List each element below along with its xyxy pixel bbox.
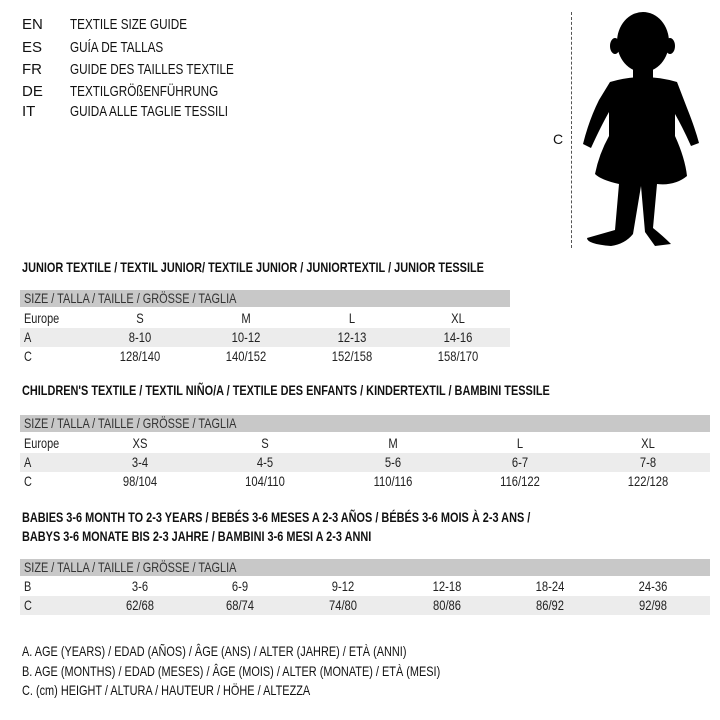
language-title: GUÍA DE TALLAS	[70, 39, 164, 56]
row-label: C	[24, 597, 32, 613]
table-cell: 8-10	[128, 329, 152, 345]
child-silhouette-icon	[583, 12, 699, 246]
table-cell: 104/110	[245, 473, 285, 489]
size-header-label: SIZE / TALLA / TAILLE / GRÖSSE / TAGLIA	[24, 290, 237, 306]
table-cell: 6-7	[511, 454, 529, 470]
table-cell: 98/104	[122, 473, 158, 489]
table-cell: 3-6	[131, 578, 149, 594]
table-cell: 116/122	[500, 473, 540, 489]
language-code: ES	[22, 39, 43, 56]
row-label: Europe	[24, 435, 60, 451]
table-cell: L	[348, 310, 356, 326]
table-cell: S	[136, 310, 144, 326]
table-row: C 128/140 140/152 152/158 158/170	[20, 347, 510, 366]
row-label: C	[24, 348, 32, 364]
table-cell: 152/158	[331, 348, 373, 364]
table-cell: S	[261, 435, 269, 451]
table-cell: 24-36	[638, 578, 668, 594]
babies-title-line1: BABIES 3-6 MONTH TO 2-3 YEARS / BEBÉS 3-…	[22, 509, 531, 525]
table-cell: 4-5	[256, 454, 274, 470]
table-cell: 80/86	[432, 597, 462, 613]
table-cell: 7-8	[639, 454, 657, 470]
table-row: A 8-10 10-12 12-13 14-16	[20, 328, 510, 347]
table-cell: 3-4	[131, 454, 149, 470]
table-cell: 12-18	[432, 578, 462, 594]
babies-title-line2: BABYS 3-6 MONATE BIS 2-3 JAHRE / BAMBINI…	[22, 528, 372, 544]
table-cell: 110/116	[373, 473, 413, 489]
table-cell: M	[388, 435, 398, 451]
table-cell: 122/128	[627, 473, 669, 489]
legend-a: A. AGE (YEARS) / EDAD (AÑOS) / ÂGE (ANS)…	[22, 643, 407, 659]
table-cell: XL	[641, 435, 655, 451]
size-header-bar: SIZE / TALLA / TAILLE / GRÖSSE / TAGLIA	[20, 415, 710, 432]
table-cell: 92/98	[638, 597, 668, 613]
table-cell: 62/68	[125, 597, 155, 613]
language-title: GUIDE DES TAILLES TEXTILE	[70, 61, 234, 78]
table-cell: XS	[132, 435, 148, 451]
table-cell: 9-12	[331, 578, 355, 594]
table-cell: 10-12	[231, 329, 261, 345]
table-cell: 5-6	[384, 454, 402, 470]
language-title: TEXTILGRÖßENFÜHRUNG	[70, 83, 219, 100]
size-header-label: SIZE / TALLA / TAILLE / GRÖSSE / TAGLIA	[24, 415, 237, 431]
table-cell: 14-16	[443, 329, 473, 345]
table-cell: 6-9	[231, 578, 249, 594]
table-cell: 140/152	[225, 348, 267, 364]
legend-b: B. AGE (MONTHS) / EDAD (MESES) / ÂGE (MO…	[22, 663, 441, 679]
table-cell: XL	[451, 310, 465, 326]
table-row: C 98/104 104/110 110/116 116/122 122/128	[20, 472, 710, 491]
table-row: C 62/68 68/74 74/80 80/86 86/92 92/98	[20, 596, 710, 615]
table-row: B 3-6 6-9 9-12 12-18 18-24 24-36	[20, 577, 710, 596]
size-header-bar: SIZE / TALLA / TAILLE / GRÖSSE / TAGLIA	[20, 290, 510, 307]
table-cell: 12-13	[337, 329, 367, 345]
table-cell: 68/74	[225, 597, 255, 613]
table-cell: 128/140	[119, 348, 161, 364]
table-cell: 158/170	[437, 348, 479, 364]
size-header-label: SIZE / TALLA / TAILLE / GRÖSSE / TAGLIA	[24, 559, 237, 575]
table-row: Europe S M L XL	[20, 309, 510, 328]
junior-title: JUNIOR TEXTILE / TEXTIL JUNIOR/ TEXTILE …	[22, 259, 484, 275]
language-code: FR	[22, 61, 42, 78]
legend-c: C. (cm) HEIGHT / ALTURA / HAUTEUR / HÖHE…	[22, 682, 311, 698]
row-label: B	[24, 578, 32, 594]
size-header-bar: SIZE / TALLA / TAILLE / GRÖSSE / TAGLIA	[20, 559, 710, 576]
table-cell: M	[241, 310, 251, 326]
row-label: A	[24, 329, 32, 345]
language-title: TEXTILE SIZE GUIDE	[70, 16, 188, 33]
language-code: EN	[22, 16, 43, 33]
language-title: GUIDA ALLE TAGLIE TESSILI	[70, 103, 229, 120]
table-cell: 18-24	[535, 578, 565, 594]
row-label: C	[24, 473, 32, 489]
table-row: A 3-4 4-5 5-6 6-7 7-8	[20, 453, 710, 472]
children-title: CHILDREN'S TEXTILE / TEXTIL NIÑO/A / TEX…	[22, 382, 550, 398]
table-cell: 74/80	[328, 597, 358, 613]
table-row: Europe XS S M L XL	[20, 434, 710, 453]
language-code: DE	[22, 83, 43, 100]
table-cell: L	[516, 435, 524, 451]
table-cell: 86/92	[535, 597, 565, 613]
height-dashed-line	[571, 12, 572, 248]
row-label: Europe	[24, 310, 60, 326]
language-code: IT	[22, 103, 36, 120]
height-label: C	[553, 131, 564, 147]
row-label: A	[24, 454, 32, 470]
